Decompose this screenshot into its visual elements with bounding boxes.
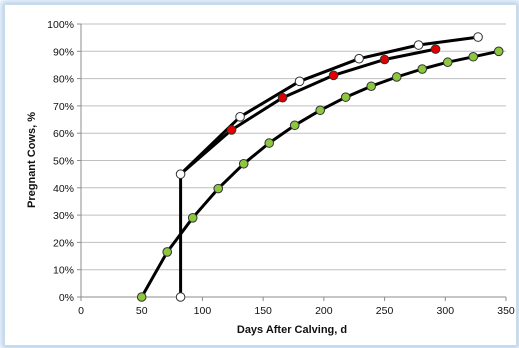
- series-line-green: [140, 49, 500, 298]
- data-point: [136, 292, 147, 302]
- data-point: [379, 54, 390, 65]
- data-point: [366, 81, 377, 92]
- y-tick-label: 50%: [53, 156, 74, 168]
- y-tick-label: 70%: [53, 101, 74, 113]
- data-point: [175, 292, 186, 302]
- series-points: [136, 32, 504, 302]
- data-point: [340, 92, 351, 102]
- x-tick-label: 50: [136, 305, 148, 317]
- series-lines: [140, 35, 500, 298]
- x-tick-label: 250: [376, 305, 394, 317]
- data-point: [162, 247, 173, 257]
- gridlines: [81, 23, 506, 271]
- data-point: [235, 112, 245, 122]
- series-line-curve-2: [179, 47, 436, 176]
- y-tick-label: 40%: [53, 183, 74, 195]
- data-point: [226, 125, 237, 135]
- y-tick-label: 30%: [53, 210, 74, 222]
- y-tick-labels: 0% 10% 20% 30% 40% 50% 60% 70% 80% 90% 100%: [47, 19, 74, 304]
- data-point: [187, 213, 198, 223]
- y-tick-label: 20%: [53, 237, 74, 249]
- data-point: [175, 169, 186, 179]
- data-point: [315, 105, 326, 116]
- data-point: [442, 57, 453, 68]
- x-tick-labels: 0 50 100 150 200 250 300 350: [78, 305, 515, 317]
- y-tick-label: 0%: [59, 292, 74, 304]
- data-point: [473, 32, 483, 42]
- x-tick-label: 100: [194, 305, 212, 317]
- data-point: [468, 51, 479, 62]
- y-tick-label: 60%: [53, 128, 74, 140]
- y-tick-label: 90%: [53, 46, 74, 58]
- data-point: [493, 46, 504, 57]
- axes: [77, 23, 507, 301]
- data-point: [289, 120, 300, 131]
- x-axis-label: Days After Calving, d: [237, 324, 347, 336]
- x-tick-label: 350: [497, 305, 515, 317]
- x-tick-label: 0: [78, 305, 84, 317]
- data-point: [413, 40, 424, 50]
- data-point: [277, 92, 288, 103]
- data-point: [391, 72, 402, 82]
- data-point: [430, 44, 441, 54]
- y-tick-label: 80%: [53, 74, 74, 86]
- y-axis-label: Pregnant Cows, %: [26, 112, 38, 208]
- y-tick-label: 10%: [53, 265, 74, 277]
- data-point: [328, 70, 339, 81]
- chart-background: [4, 4, 517, 346]
- data-point: [238, 158, 249, 169]
- data-point: [294, 76, 305, 87]
- data-point: [213, 183, 224, 194]
- x-tick-label: 300: [437, 305, 455, 317]
- data-point: [417, 64, 428, 74]
- data-point: [264, 138, 275, 148]
- data-point: [354, 53, 364, 64]
- x-tick-label: 150: [254, 305, 272, 317]
- x-tick-label: 200: [315, 305, 333, 317]
- y-tick-label: 100%: [47, 19, 74, 31]
